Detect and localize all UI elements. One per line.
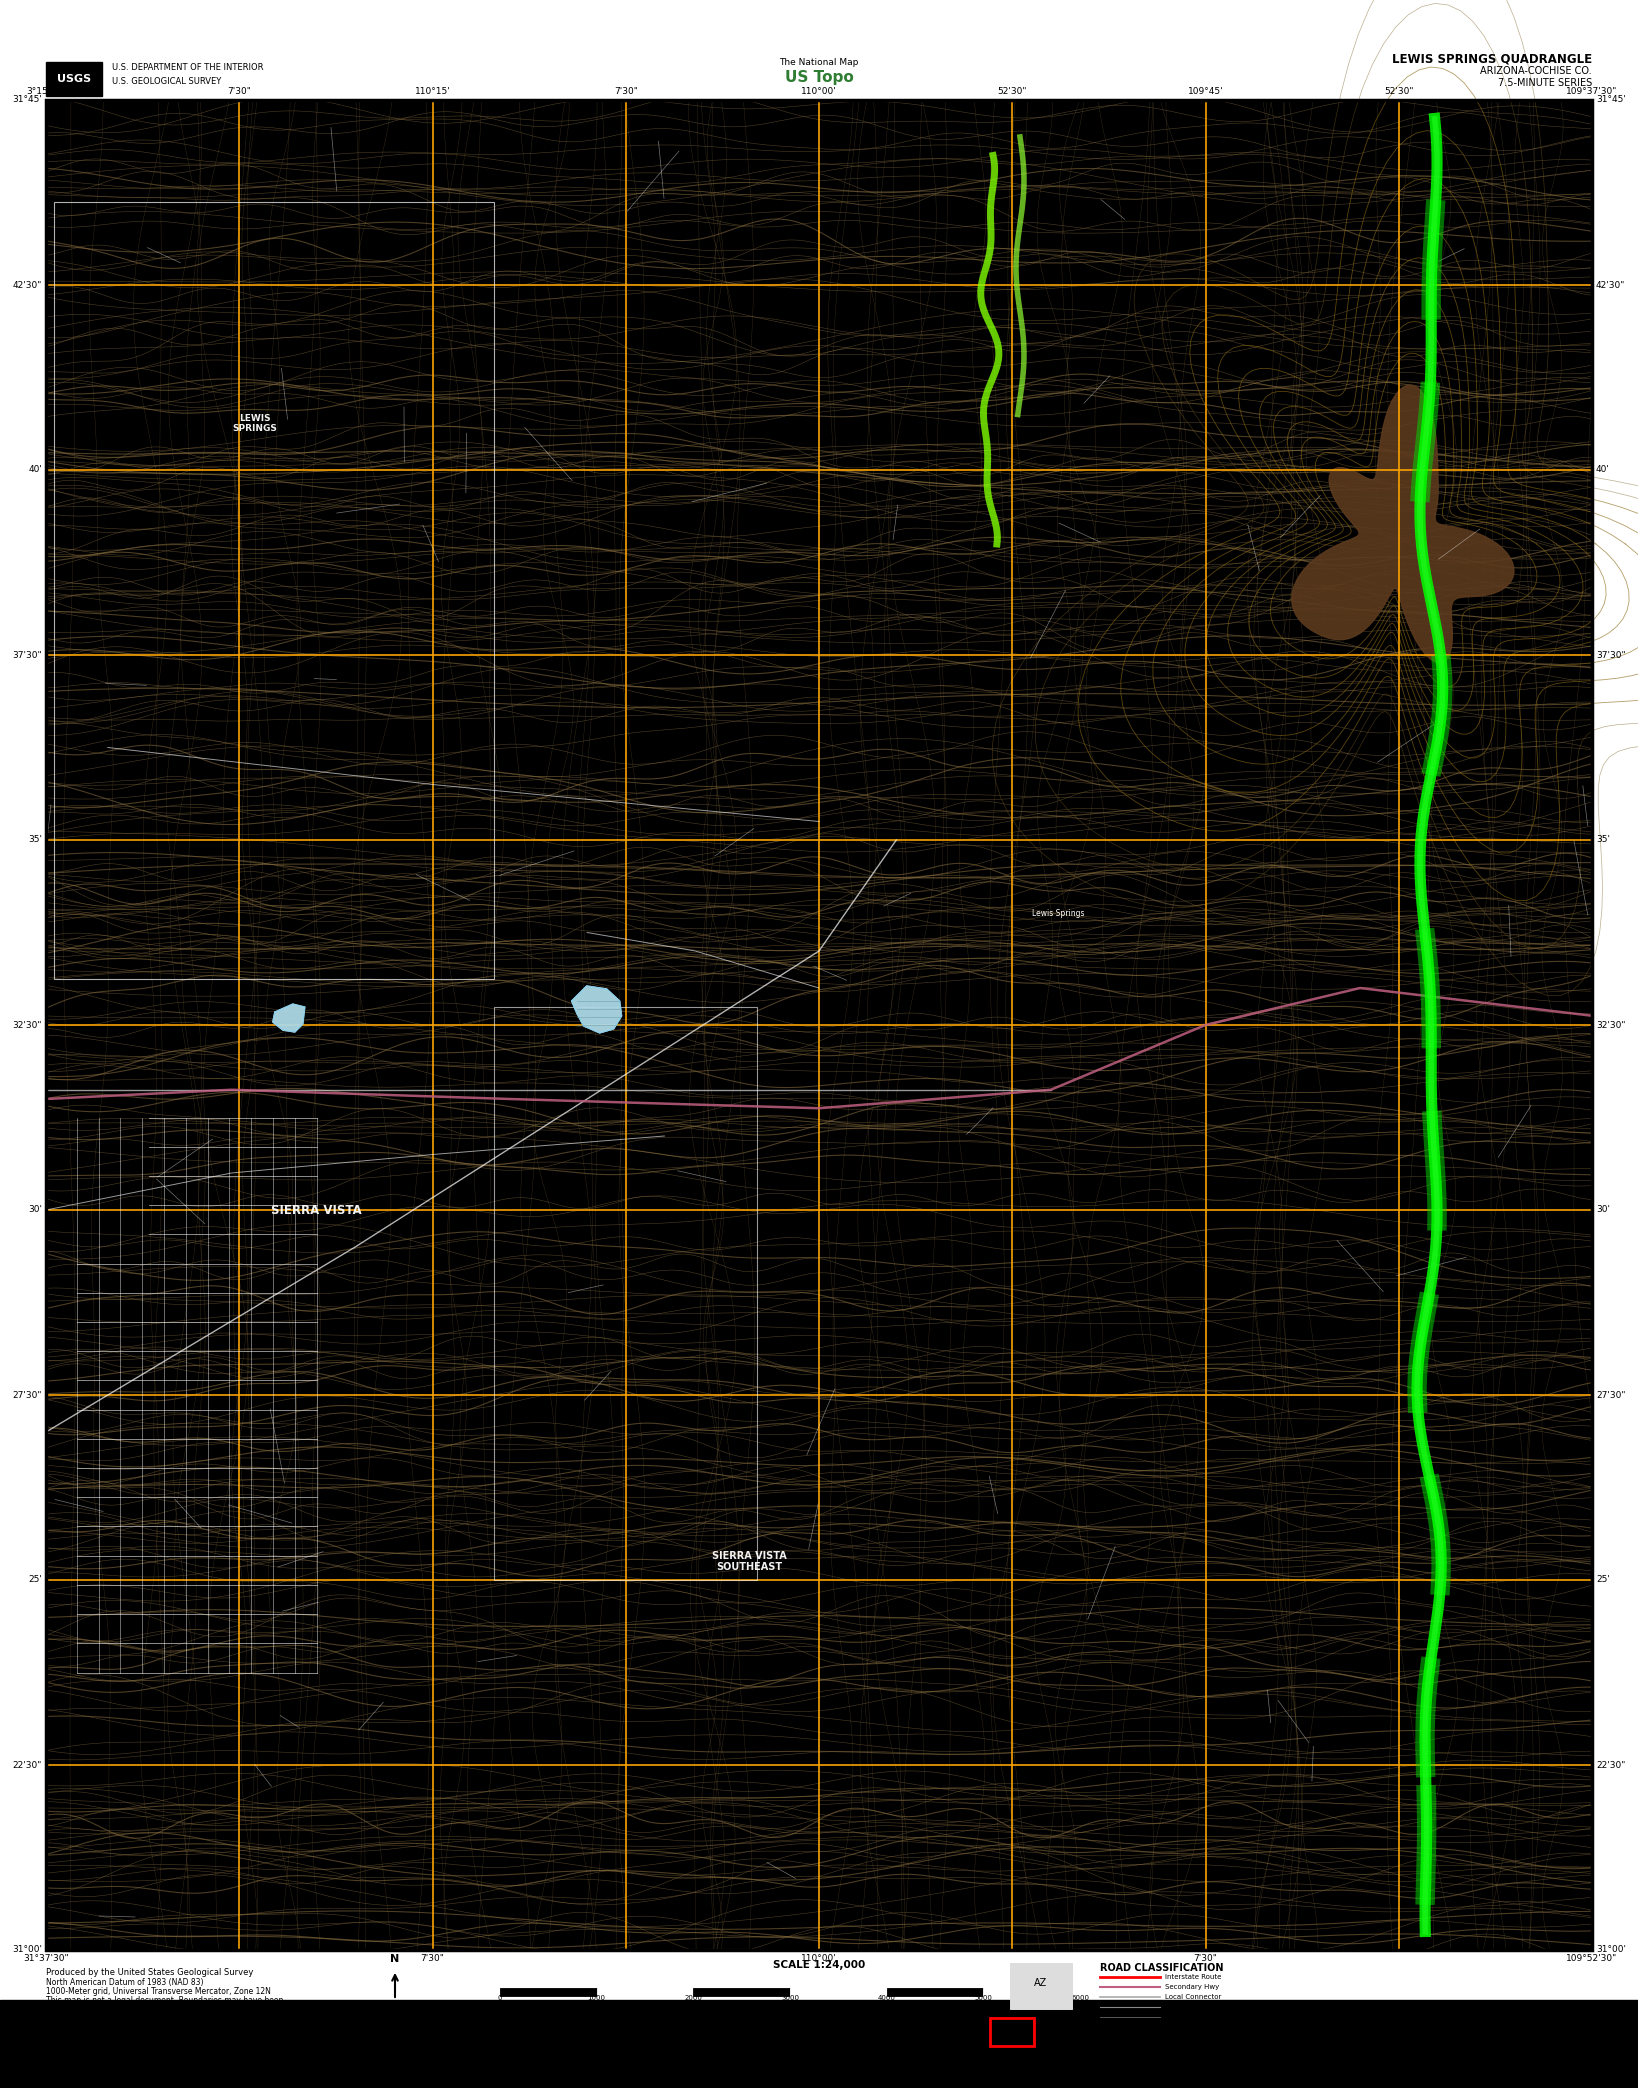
Text: Produced by the United States Geological Survey: Produced by the United States Geological… [46, 1969, 254, 1977]
Text: This map is not a legal document. Boundaries may have been: This map is not a legal document. Bounda… [46, 1996, 283, 2004]
Text: 7'30": 7'30" [614, 88, 637, 96]
Text: Secondary Hwy: Secondary Hwy [1165, 1984, 1219, 1990]
Bar [983, 1988, 1079, 1996]
Text: ▓: ▓ [46, 73, 51, 77]
Text: 31°00': 31°00' [11, 1946, 43, 1954]
Bar [54, 203, 495, 979]
Polygon shape [572, 986, 622, 1034]
Bar [46, 100, 1592, 1950]
Text: 40': 40' [1595, 466, 1610, 474]
Text: LEWIS SPRINGS QUADRANGLE: LEWIS SPRINGS QUADRANGLE [1392, 52, 1592, 65]
Bar [495, 1006, 757, 1581]
Text: SCALE 1:24,000: SCALE 1:24,000 [773, 1961, 865, 1969]
Text: LEWIS
SPRINGS: LEWIS SPRINGS [233, 413, 277, 434]
Text: 7'30": 7'30" [228, 88, 251, 96]
Text: U.S. GEOLOGICAL SURVEY: U.S. GEOLOGICAL SURVEY [111, 77, 221, 86]
Text: 31°37'30": 31°37'30" [23, 1954, 69, 1963]
Text: 110°15': 110°15' [414, 88, 450, 96]
Text: The National Map: The National Map [780, 58, 858, 67]
Text: ROAD CLASSIFICATION: ROAD CLASSIFICATION [1101, 1963, 1224, 1973]
Text: N: N [390, 1954, 400, 1965]
Text: 31°00': 31°00' [1595, 1946, 1627, 1954]
Text: 4000: 4000 [878, 1994, 896, 2000]
Text: 30': 30' [28, 1205, 43, 1215]
Text: Local Road: Local Road [1165, 2004, 1202, 2011]
Text: 37'30": 37'30" [13, 651, 43, 660]
Text: 22'30": 22'30" [13, 1760, 43, 1769]
Text: 1000-Meter grid, Universal Transverse Mercator, Zone 12N: 1000-Meter grid, Universal Transverse Me… [46, 1988, 270, 1996]
Text: 109°37'30": 109°37'30" [1566, 88, 1618, 96]
Text: 109°45': 109°45' [1188, 88, 1224, 96]
Text: 31°45': 31°45' [11, 96, 43, 104]
Text: 109°52'30": 109°52'30" [1566, 1954, 1618, 1963]
Text: ARIZONA-COCHISE CO.: ARIZONA-COCHISE CO. [1481, 67, 1592, 75]
Text: USGS: USGS [57, 73, 92, 84]
Text: 110°00': 110°00' [801, 88, 837, 96]
Text: 7'30": 7'30" [1194, 1954, 1217, 1963]
Text: 35': 35' [28, 835, 43, 844]
Text: 4WD Road: 4WD Road [1165, 2015, 1201, 2019]
Text: 52'30": 52'30" [998, 88, 1027, 96]
Text: 7'30": 7'30" [421, 1954, 444, 1963]
Text: 7.5-MINUTE SERIES: 7.5-MINUTE SERIES [1497, 77, 1592, 88]
Text: 1000: 1000 [588, 1994, 606, 2000]
Text: North American Datum of 1983 (NAD 83): North American Datum of 1983 (NAD 83) [46, 1977, 203, 1988]
Bar [500, 1988, 596, 1996]
Text: 3000: 3000 [781, 1994, 799, 2000]
Text: 2000: 2000 [685, 1994, 703, 2000]
Text: SIERRA VISTA: SIERRA VISTA [272, 1203, 362, 1217]
Text: AZ: AZ [1034, 1977, 1048, 1988]
Text: 27'30": 27'30" [13, 1391, 43, 1399]
Text: 40': 40' [28, 466, 43, 474]
Text: generalized for this map. Postal code information from U.S. postal service.: generalized for this map. Postal code in… [46, 2004, 331, 2015]
Bar [0, 2000, 1638, 2088]
Bar [46, 100, 1592, 1950]
Text: 25': 25' [28, 1576, 43, 1585]
Text: 42'30": 42'30" [13, 280, 43, 290]
Text: 27'30": 27'30" [1595, 1391, 1625, 1399]
Text: 22'30": 22'30" [1595, 1760, 1625, 1769]
Text: 35': 35' [1595, 835, 1610, 844]
Bar [1011, 1963, 1071, 2009]
Text: 31°45': 31°45' [1595, 96, 1627, 104]
Bar [989, 2017, 1034, 2046]
Text: Lewis Springs: Lewis Springs [1032, 910, 1084, 919]
Bar [790, 1988, 886, 1996]
Bar [693, 1988, 790, 1996]
Text: 30': 30' [1595, 1205, 1610, 1215]
Text: 25': 25' [1595, 1576, 1610, 1585]
Polygon shape [1292, 384, 1514, 662]
Text: 42'30": 42'30" [1595, 280, 1625, 290]
Text: 32'30": 32'30" [13, 1021, 43, 1029]
Text: 110°00': 110°00' [801, 1954, 837, 1963]
Text: 0: 0 [498, 1994, 503, 2000]
Bar [886, 1988, 983, 1996]
Bar [596, 1988, 693, 1996]
Text: Local Connector: Local Connector [1165, 1994, 1222, 2000]
Text: 32'30": 32'30" [1595, 1021, 1625, 1029]
Text: 5000: 5000 [975, 1994, 993, 2000]
Text: 3°15'00": 3°15'00" [26, 88, 66, 96]
Text: 6000: 6000 [1071, 1994, 1089, 2000]
Polygon shape [274, 1004, 305, 1031]
Text: Interstate Route: Interstate Route [1165, 1973, 1222, 1979]
Text: 37'30": 37'30" [1595, 651, 1625, 660]
Bar [46, 63, 102, 96]
Text: SIERRA VISTA
SOUTHEAST: SIERRA VISTA SOUTHEAST [713, 1551, 786, 1572]
Text: U.S. DEPARTMENT OF THE INTERIOR: U.S. DEPARTMENT OF THE INTERIOR [111, 63, 264, 73]
Text: US Topo: US Topo [785, 71, 853, 86]
Text: 52'30": 52'30" [1384, 88, 1414, 96]
